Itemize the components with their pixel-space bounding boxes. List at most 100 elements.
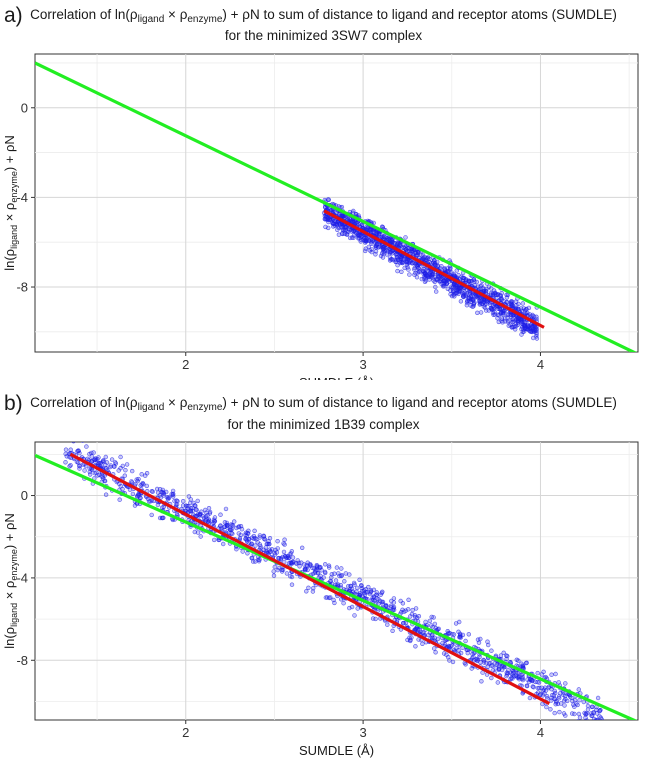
scatter-point	[496, 667, 502, 673]
scatter-point	[564, 698, 570, 704]
scatter-point	[488, 306, 493, 311]
scatter-point	[348, 583, 353, 589]
scatter-point	[380, 255, 386, 260]
scatter-point	[441, 278, 447, 284]
scatter-point	[510, 676, 515, 681]
scatter-point	[414, 253, 419, 258]
scatter-point	[310, 565, 315, 571]
scatter-point	[274, 550, 280, 555]
scatter-point	[271, 569, 276, 574]
scatter-point	[429, 623, 434, 628]
scatter-point	[228, 527, 233, 532]
scatter-point	[416, 637, 421, 642]
scatter-point	[510, 319, 515, 325]
chart-subtitle-b: for the minimized 1B39 complex	[227, 417, 420, 432]
scatter-point	[339, 597, 344, 602]
scatter-point	[430, 635, 435, 641]
chart-svg-b: 2 3 4 0 -4 -8 SUMDLE (Å) ln(ρligand × ρenzyme) …	[2, 441, 639, 758]
scatter-point	[398, 598, 403, 604]
scatter-point	[89, 454, 95, 459]
scatter-point	[300, 545, 305, 551]
scatter-point	[448, 265, 453, 271]
scatter-point	[200, 514, 206, 519]
scatter-point	[544, 694, 550, 699]
scatter-point	[471, 304, 476, 309]
scatter-point	[374, 592, 379, 598]
title-sub2: enzyme	[187, 14, 223, 25]
scatter-point	[262, 536, 267, 542]
scatter-point	[481, 304, 486, 309]
scatter-point	[343, 227, 348, 232]
y-tick-label: -4	[16, 570, 28, 585]
scatter-point	[92, 457, 97, 462]
title-sub1: ligand	[137, 402, 165, 413]
scatter-point	[149, 512, 154, 518]
scatter-point	[534, 326, 539, 332]
y-axis-label: ln(ρligand × ρenzyme) + ρN	[2, 135, 19, 271]
scatter-point	[480, 670, 485, 675]
scatter-point	[364, 237, 369, 243]
y-tick-label: 0	[21, 100, 28, 115]
x-tick-label: 4	[537, 357, 544, 372]
scatter-point	[505, 319, 511, 325]
scatter-point	[306, 585, 311, 591]
scatter-point	[146, 499, 152, 504]
scatter-point	[314, 567, 319, 572]
scatter-point	[427, 256, 432, 261]
scatter-point	[597, 708, 602, 713]
scatter-point	[212, 537, 217, 543]
scatter-point	[188, 508, 194, 514]
scatter-point	[396, 240, 401, 245]
scatter-point	[522, 320, 528, 325]
scatter-point	[484, 308, 489, 313]
scatter-point	[84, 444, 89, 449]
scatter-point	[590, 724, 594, 728]
scatter-point	[341, 601, 346, 606]
scatter-point	[355, 585, 360, 591]
scatter-point	[381, 236, 386, 241]
scatter-point	[314, 564, 319, 569]
scatter-point	[330, 220, 335, 226]
scatter-point	[599, 724, 603, 728]
scatter-point	[523, 660, 529, 666]
scatter-point	[479, 679, 484, 684]
scatter-point	[544, 704, 549, 710]
scatter-point	[562, 703, 567, 708]
scatter-point	[542, 691, 547, 696]
scatter-point	[284, 571, 290, 576]
scatter-point	[471, 292, 476, 297]
scatter-point	[572, 698, 578, 703]
chart-panel-a: a) Correlation of ln(ρligand × ρenzyme) …	[0, 0, 647, 380]
scatter-point	[426, 632, 431, 638]
scatter-point	[576, 711, 582, 717]
scatter-point	[477, 301, 483, 306]
scatter-point	[333, 578, 339, 583]
scatter-point	[354, 589, 359, 594]
plot-area	[34, 53, 639, 353]
scatter-point	[437, 278, 442, 284]
scatter-point	[360, 222, 365, 228]
scatter-point	[358, 591, 363, 596]
scatter-point	[445, 269, 451, 274]
scatter-point	[412, 272, 417, 277]
scatter-point	[478, 310, 484, 315]
scatter-point	[557, 709, 562, 715]
scatter-point	[245, 551, 250, 556]
scatter-point	[473, 657, 478, 662]
title-sub2: enzyme	[187, 402, 223, 413]
scatter-point	[169, 492, 174, 497]
scatter-point	[63, 447, 69, 452]
scatter-point	[501, 298, 506, 303]
scatter-point	[103, 492, 109, 497]
scatter-point	[534, 314, 539, 319]
scatter-point	[412, 260, 417, 265]
scatter-point	[391, 607, 397, 613]
scatter-point	[382, 251, 387, 256]
scatter-point	[229, 531, 234, 536]
scatter-point	[353, 229, 358, 234]
title-prefix: Correlation of ln(	[30, 7, 130, 22]
scatter-point	[553, 700, 559, 705]
scatter-point	[583, 715, 588, 720]
scatter-point	[563, 681, 568, 686]
scatter-point	[328, 578, 333, 584]
